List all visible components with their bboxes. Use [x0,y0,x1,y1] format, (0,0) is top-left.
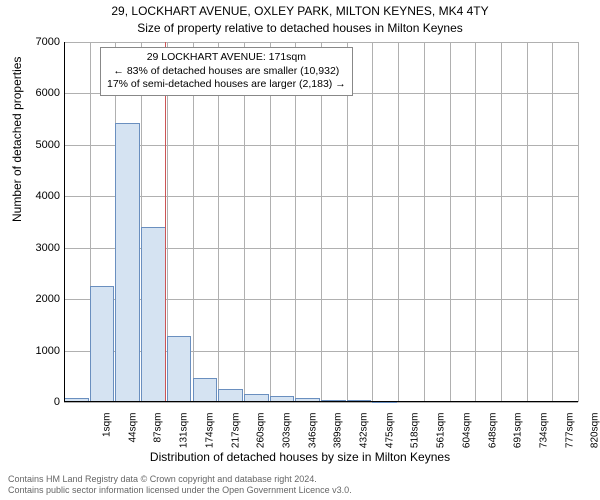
chart-container: 29, LOCKHART AVENUE, OXLEY PARK, MILTON … [0,0,600,500]
vgrid-line [193,42,194,402]
hgrid-line [64,402,578,403]
vgrid-line [501,42,502,402]
x-axis-line [64,401,578,402]
histogram-bar [90,286,115,402]
footer-line1: Contains HM Land Registry data © Crown c… [8,474,352,485]
y-tick-label: 0 [20,396,60,408]
vgrid-line [270,42,271,402]
vgrid-line [347,42,348,402]
histogram-bar [141,227,166,402]
y-tick-label: 4000 [20,190,60,202]
y-tick-label: 2000 [20,293,60,305]
marker-line [165,42,166,402]
y-tick-label: 7000 [20,36,60,48]
annotation-box: 29 LOCKHART AVENUE: 171sqm ← 83% of deta… [100,47,353,96]
y-tick-label: 1000 [20,345,60,357]
vgrid-line [244,42,245,402]
vgrid-line [475,42,476,402]
vgrid-line [424,42,425,402]
vgrid-line [295,42,296,402]
vgrid-line [398,42,399,402]
chart-area [64,42,578,402]
x-axis-label: Distribution of detached houses by size … [0,450,600,464]
footer-text: Contains HM Land Registry data © Crown c… [8,474,352,497]
vgrid-line [372,42,373,402]
vgrid-line [578,42,579,402]
annotation-line2: ← 83% of detached houses are smaller (10… [107,65,346,79]
vgrid-line [552,42,553,402]
title-sub: Size of property relative to detached ho… [0,21,600,35]
histogram-bar [218,389,243,402]
y-tick-label: 5000 [20,139,60,151]
y-axis-line [64,42,65,402]
vgrid-line [321,42,322,402]
y-tick-label: 3000 [20,242,60,254]
vgrid-line [450,42,451,402]
y-tick-label: 6000 [20,87,60,99]
vgrid-line [527,42,528,402]
histogram-bar [115,123,140,402]
annotation-line3: 17% of semi-detached houses are larger (… [107,78,346,92]
footer-line2: Contains public sector information licen… [8,485,352,496]
title-main: 29, LOCKHART AVENUE, OXLEY PARK, MILTON … [0,4,600,18]
histogram-bar [167,336,192,402]
annotation-line1: 29 LOCKHART AVENUE: 171sqm [107,51,346,65]
histogram-bar [193,378,218,402]
vgrid-line [218,42,219,402]
